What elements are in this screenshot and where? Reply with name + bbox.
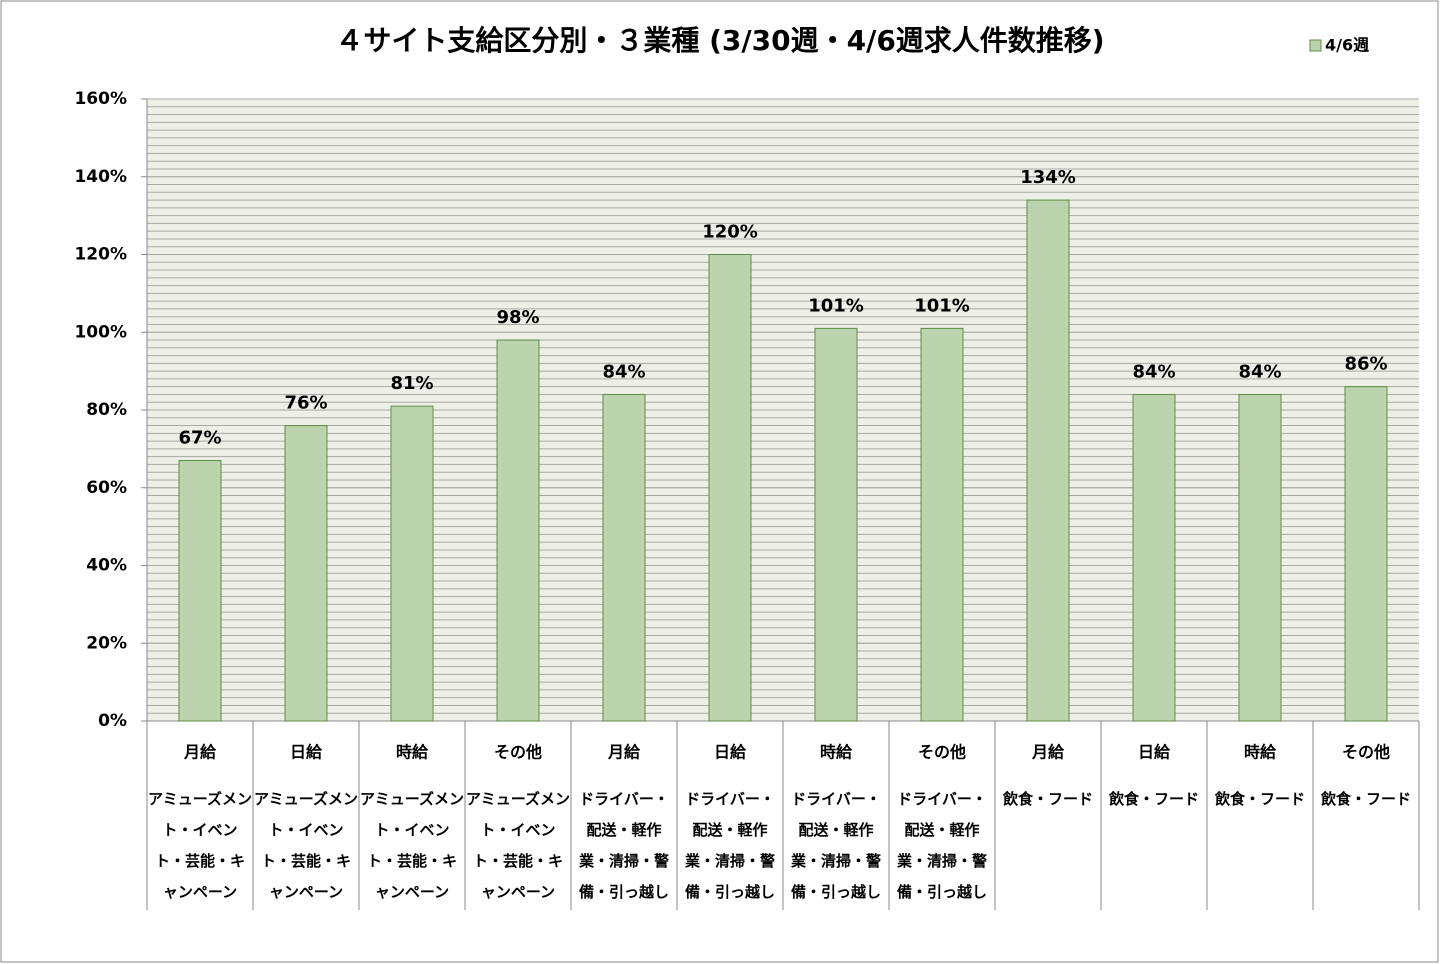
y-tick-label: 100% — [74, 322, 127, 342]
x-group-label: 飲食・フード — [1320, 790, 1411, 808]
x-tick-label: その他 — [918, 743, 966, 762]
x-group-label: ドライバー・配送・軽作業・清掃・警備・引っ越し — [684, 790, 775, 901]
bar — [814, 327, 858, 722]
data-label: 101% — [914, 295, 970, 316]
x-group-label-box: 飲食・フード — [1320, 790, 1411, 808]
bar — [920, 327, 964, 722]
x-tick-label: 月給 — [607, 743, 641, 762]
data-label: 134% — [1020, 167, 1076, 188]
x-group-label: 飲食・フード — [1214, 790, 1305, 808]
data-label: 98% — [496, 307, 539, 328]
x-tick-label: 月給 — [183, 743, 217, 762]
x-group-label-box: アミューズメント・イベント・芸能・キャンペーン — [466, 790, 570, 901]
x-group-label: ドライバー・配送・軽作業・清掃・警備・引っ越し — [578, 790, 669, 901]
x-group-label: アミューズメント・イベント・芸能・キャンペーン — [360, 790, 464, 901]
x-group-label-box: ドライバー・配送・軽作業・清掃・警備・引っ越し — [684, 790, 775, 901]
x-group-label: アミューズメント・イベント・芸能・キャンペーン — [254, 790, 358, 901]
x-group-label-box: アミューズメント・イベント・芸能・キャンペーン — [254, 790, 358, 901]
x-group-label-box: アミューズメント・イベント・芸能・キャンペーン — [148, 790, 252, 901]
legend-swatch — [1309, 39, 1322, 52]
data-label: 120% — [702, 222, 758, 243]
x-group-label-box: 飲食・フード — [1108, 790, 1199, 808]
data-label: 84% — [1238, 361, 1281, 382]
chart-title: ４サイト支給区分別・３業種 (3/30週・4/6週求人件数推移) — [335, 24, 1104, 57]
y-tick-label: 20% — [86, 633, 127, 653]
y-tick-label: 0% — [98, 711, 127, 731]
x-tick-label: 時給 — [1244, 743, 1277, 762]
data-label: 101% — [808, 295, 864, 316]
x-group-label-box: ドライバー・配送・軽作業・清掃・警備・引っ越し — [896, 790, 987, 901]
x-tick-label: 日給 — [290, 743, 323, 762]
x-tick-label: 日給 — [714, 743, 747, 762]
legend-label: 4/6週 — [1325, 36, 1369, 55]
x-group-label-box: 飲食・フード — [1002, 790, 1093, 808]
y-tick-label: 160% — [74, 89, 127, 109]
bar — [390, 405, 434, 722]
x-group-label: アミューズメント・イベント・芸能・キャンペーン — [466, 790, 570, 901]
x-group-label: アミューズメント・イベント・芸能・キャンペーン — [148, 790, 252, 901]
x-group-label-box: アミューズメント・イベント・芸能・キャンペーン — [360, 790, 464, 901]
data-label: 84% — [602, 361, 645, 382]
y-tick-label: 80% — [86, 400, 127, 420]
bar — [284, 425, 328, 722]
y-tick-label: 40% — [86, 556, 127, 576]
x-tick-label: その他 — [494, 743, 542, 762]
x-tick-label: 日給 — [1138, 743, 1171, 762]
data-label: 86% — [1344, 354, 1387, 375]
y-tick-label: 120% — [74, 245, 127, 265]
y-tick-label: 140% — [74, 167, 127, 187]
x-group-label-box: ドライバー・配送・軽作業・清掃・警備・引っ越し — [790, 790, 881, 901]
x-group-label-box: 飲食・フード — [1214, 790, 1305, 808]
x-tick-label: その他 — [1342, 743, 1390, 762]
bar — [1238, 393, 1282, 722]
x-tick-label: 月給 — [1031, 743, 1065, 762]
x-tick-label: 時給 — [396, 743, 429, 762]
bar — [178, 460, 222, 722]
x-group-label-box: ドライバー・配送・軽作業・清掃・警備・引っ越し — [578, 790, 669, 901]
data-label: 81% — [390, 373, 433, 394]
data-label: 67% — [178, 428, 221, 449]
bar — [1344, 386, 1388, 722]
data-label: 76% — [284, 393, 327, 414]
x-group-label: ドライバー・配送・軽作業・清掃・警備・引っ越し — [790, 790, 881, 901]
bar — [1132, 393, 1176, 722]
bar — [708, 254, 752, 722]
data-label: 84% — [1132, 361, 1175, 382]
x-group-label: ドライバー・配送・軽作業・清掃・警備・引っ越し — [896, 790, 987, 901]
x-group-label: 飲食・フード — [1108, 790, 1199, 808]
bar — [1026, 199, 1070, 722]
x-group-label: 飲食・フード — [1002, 790, 1093, 808]
x-tick-label: 時給 — [820, 743, 853, 762]
bar — [602, 393, 646, 722]
y-tick-label: 60% — [86, 478, 127, 498]
bar — [496, 339, 540, 722]
